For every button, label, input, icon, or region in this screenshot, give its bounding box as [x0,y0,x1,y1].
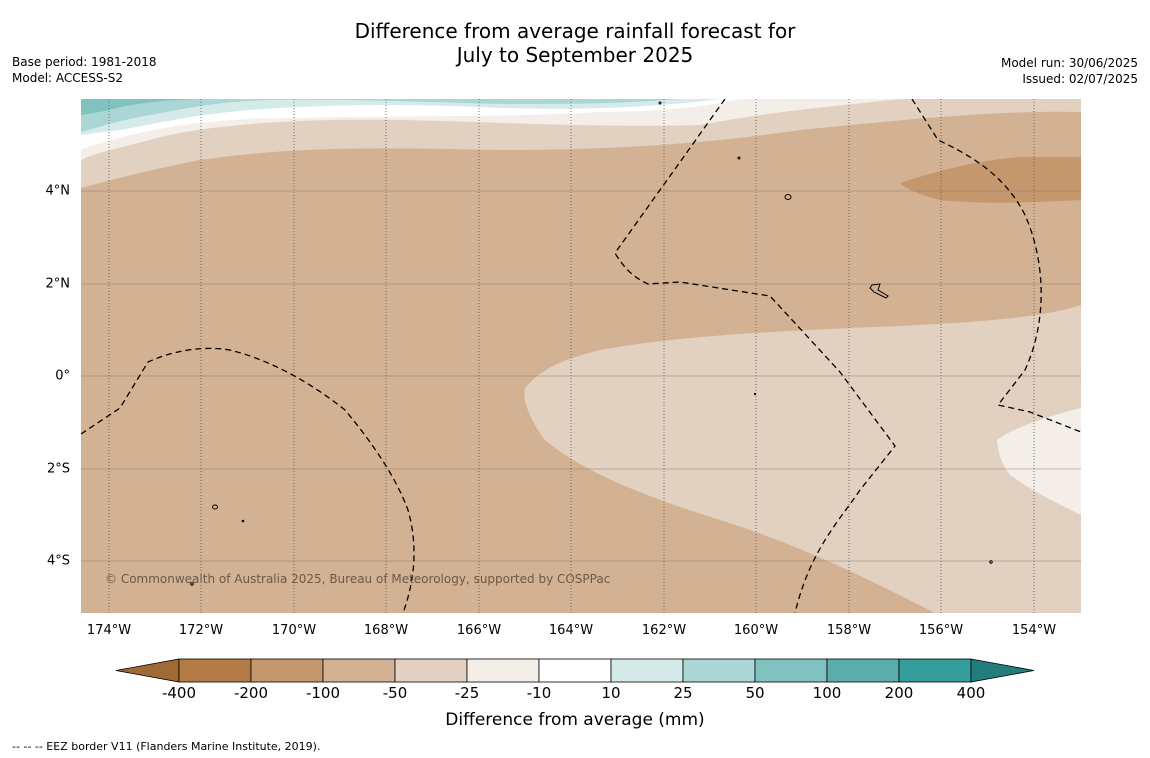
colorbar-tick: -25 [454,684,480,702]
rainfall-region-minus-25-50-south [524,305,1081,613]
rainfall-region-minus-10-25-south [997,408,1081,515]
rainfall-region-neutral-north [81,99,740,150]
colorbar-extend-low [115,658,180,683]
colorbar-swatch [322,658,396,683]
colorbar-tick: -100 [305,684,341,702]
lat-label-2n: 2°N [45,276,71,292]
colorbar-swatch [538,658,612,683]
colorbar-swatch [394,658,468,683]
rainfall-region-minus-25-50-north [81,99,1081,188]
colorbar-title: Difference from average (mm) [445,710,705,730]
lon-label-174w: 174°W [86,623,132,638]
latitude-gridlines [81,190,1081,562]
rainfall-region-10-25 [81,99,720,135]
lat-label-4s: 4°S [46,553,70,569]
lat-label-4n: 4°N [45,183,71,199]
lon-label-162w: 162°W [641,623,687,638]
colorbar-tick: 400 [956,684,986,702]
colorbar-tick: 25 [673,684,693,702]
base-period: Base period: 1981-2018 [12,55,157,69]
colorbar-extend-high [970,658,1035,683]
colorbar-swatch [610,658,684,683]
lon-label-164w: 164°W [548,623,594,638]
model-name: Model: ACCESS-S2 [12,71,124,85]
meta-left: Base period: 1981-2018 Model: ACCESS-S2 [12,54,157,86]
islands [190,101,993,586]
colorbar-tick: -400 [161,684,197,702]
rainfall-region-50-100 [81,99,200,115]
lon-label-166w: 166°W [456,623,502,638]
lon-label-154w: 154°W [1011,623,1057,638]
colorbar-tick: -50 [382,684,408,702]
colorbar-swatch [178,658,252,683]
meta-right: Model run: 30/06/2025 Issued: 02/07/2025 [1001,55,1138,87]
colorbar-swatch [898,658,972,683]
copyright-notice: © Commonwealth of Australia 2025, Bureau… [105,572,611,586]
lat-label-2s: 2°S [46,461,70,477]
lon-label-168w: 168°W [363,623,409,638]
lon-label-170w: 170°W [271,623,317,638]
colorbar-tick: 10 [601,684,621,702]
colorbar-swatch [682,658,756,683]
colorbar-tick: 50 [745,684,765,702]
title-line-1: Difference from average rainfall forecas… [354,19,796,43]
colorbar-tick: 200 [884,684,914,702]
colorbar-swatch [466,658,540,683]
map-area [81,99,1081,613]
eez-borders [81,99,1081,613]
colorbar-swatch [826,658,900,683]
colorbar-tick: -10 [526,684,552,702]
map-title: Difference from average rainfall forecas… [0,19,1150,67]
model-run: Model run: 30/06/2025 [1000,56,1138,70]
colorbar-tick: 100 [812,684,842,702]
eez-footnote: -- -- -- EEZ border V11 (Flanders Marine… [12,740,321,753]
issued-date: Issued: 02/07/2025 [1022,72,1138,86]
colorbar [115,658,1035,683]
lon-label-160w: 160°W [733,623,779,638]
lon-label-156w: 156°W [918,623,964,638]
title-line-2: July to September 2025 [456,43,694,67]
lon-label-172w: 172°W [178,623,224,638]
colorbar-swatch [754,658,828,683]
lon-label-158w: 158°W [826,623,872,638]
colorbar-tick: -200 [233,684,269,702]
lat-label-0: 0° [55,368,70,384]
colorbar-swatch [250,658,324,683]
